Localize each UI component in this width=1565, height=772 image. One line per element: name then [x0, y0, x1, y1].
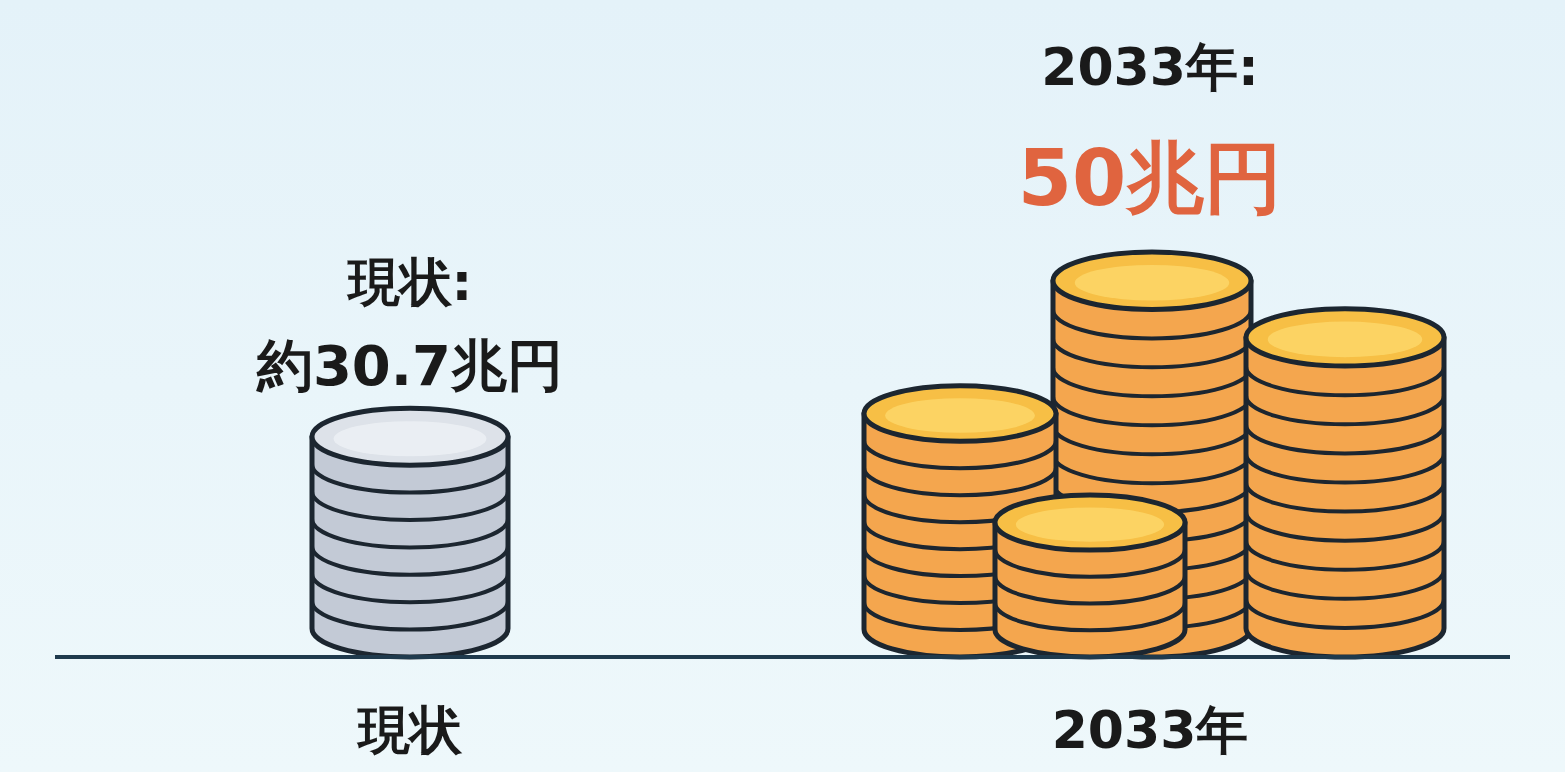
- coin-edge: [312, 574, 508, 602]
- coin-shine: [885, 398, 1035, 433]
- coin-edge: [312, 492, 508, 520]
- coin-top: [1053, 252, 1251, 309]
- coin-edge: [312, 601, 508, 629]
- baseline: [55, 655, 1510, 659]
- coin-shine: [1075, 265, 1229, 301]
- coin-side: [312, 437, 508, 657]
- coin-edge: [864, 440, 1056, 468]
- coin-edge: [312, 464, 508, 492]
- coin-edge: [864, 467, 1056, 495]
- coin-edge: [1053, 310, 1251, 339]
- value-mark: [864, 252, 1444, 657]
- coin-side: [1246, 337, 1444, 657]
- coin-top: [995, 495, 1185, 550]
- annotation: 現状:: [346, 252, 473, 312]
- value-label: 50兆円: [1018, 133, 1283, 223]
- category-label: 2033年: [1052, 700, 1249, 760]
- marks: [312, 252, 1444, 657]
- coin-edge: [312, 519, 508, 547]
- annotation: 2033年:: [1041, 37, 1259, 97]
- coin-shine: [334, 421, 487, 456]
- coin-edge: [1246, 541, 1444, 570]
- coin-edge: [1246, 599, 1444, 628]
- coin-edge: [995, 549, 1185, 577]
- coin-shine: [1268, 322, 1422, 358]
- coin-edge: [1246, 570, 1444, 599]
- coin-stack: [312, 408, 508, 657]
- value-label: 約30.7兆円: [256, 333, 563, 398]
- coin-edge: [1246, 366, 1444, 395]
- value-mark: [312, 408, 508, 657]
- coin-top: [1246, 309, 1444, 366]
- category-label: 現状: [356, 700, 463, 760]
- coin-edge: [1246, 425, 1444, 454]
- coin-edge: [1053, 368, 1251, 397]
- coin-edge: [1246, 512, 1444, 541]
- coin-edge: [1246, 483, 1444, 512]
- coin-edge: [995, 603, 1185, 631]
- coin-top: [864, 386, 1056, 442]
- coin-edge: [1053, 397, 1251, 426]
- chart: 現状 2033年 現状: 2033年: 約30.7兆円 50兆円: [0, 0, 1565, 772]
- coin-shine: [1016, 507, 1164, 541]
- coin-edge: [1246, 454, 1444, 483]
- coin-top: [312, 408, 508, 465]
- coin-edge: [1246, 396, 1444, 425]
- coin-stack: [1246, 309, 1444, 657]
- coin-edge: [312, 546, 508, 574]
- coin-edge: [1053, 455, 1251, 484]
- coin-edge: [995, 576, 1185, 604]
- coin-edge: [1053, 339, 1251, 368]
- coin-edge: [1053, 426, 1251, 455]
- coin-stack: [995, 495, 1185, 657]
